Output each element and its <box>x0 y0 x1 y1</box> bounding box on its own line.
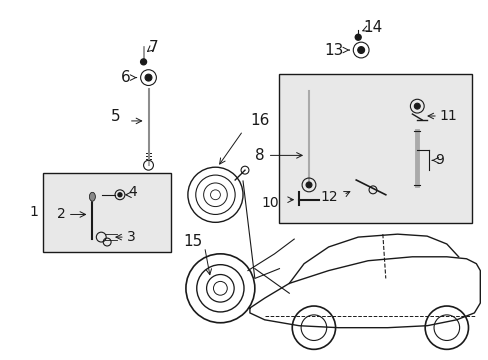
Text: 8: 8 <box>255 148 264 163</box>
Ellipse shape <box>89 192 95 201</box>
Text: 14: 14 <box>363 20 382 35</box>
Text: 12: 12 <box>320 190 338 204</box>
Text: 5: 5 <box>111 108 121 123</box>
Text: 4: 4 <box>127 185 136 199</box>
Text: 11: 11 <box>439 109 457 123</box>
Circle shape <box>357 46 364 54</box>
Circle shape <box>413 103 419 109</box>
Text: 3: 3 <box>126 230 135 244</box>
Text: 9: 9 <box>434 153 443 167</box>
Text: 1: 1 <box>29 206 38 220</box>
Circle shape <box>355 34 361 40</box>
Text: 10: 10 <box>261 195 279 210</box>
Bar <box>43 173 171 252</box>
Text: 7: 7 <box>148 40 158 55</box>
Text: 2: 2 <box>57 207 66 221</box>
Bar <box>279 74 471 223</box>
Circle shape <box>305 182 311 188</box>
Circle shape <box>141 59 146 65</box>
Circle shape <box>145 74 152 81</box>
Text: 6: 6 <box>121 70 130 85</box>
Text: 16: 16 <box>249 113 269 129</box>
Text: 13: 13 <box>324 42 343 58</box>
Circle shape <box>118 193 122 197</box>
Text: 15: 15 <box>183 234 202 248</box>
